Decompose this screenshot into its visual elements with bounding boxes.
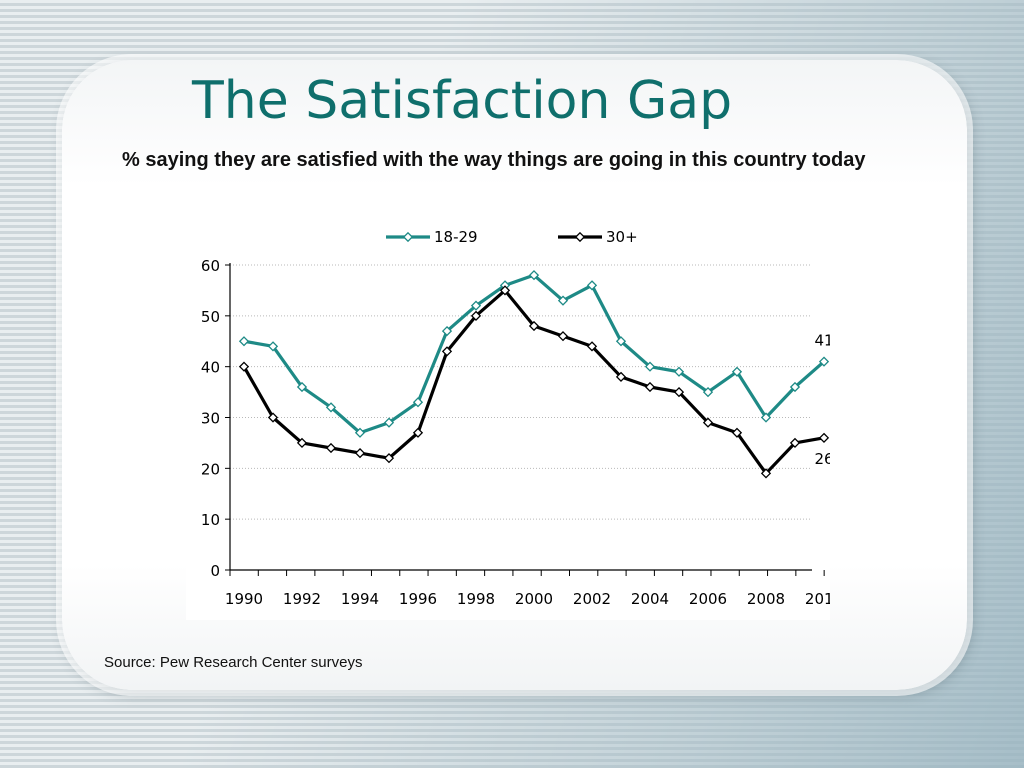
data-point <box>557 331 569 342</box>
x-tick-label: 1990 <box>225 590 263 608</box>
data-point <box>238 336 250 347</box>
x-tick-label: 1996 <box>399 590 437 608</box>
x-tick-label: 1998 <box>457 590 495 608</box>
data-point <box>325 442 337 454</box>
y-tick-label: 30 <box>201 410 220 428</box>
x-tick-label: 2004 <box>631 590 669 608</box>
chart-title: % saying they are satisfied with the way… <box>122 149 866 171</box>
data-point <box>267 341 279 352</box>
data-point <box>731 427 743 438</box>
data-point <box>296 381 308 393</box>
data-point <box>789 437 801 449</box>
data-point <box>818 356 830 367</box>
line-chart: 0 10 20 30 40 50 60 1990 1992 1994 1996 1998 2000 200… <box>201 228 843 608</box>
x-tick-label: 2010 <box>805 590 830 608</box>
data-point <box>412 427 424 438</box>
data-point <box>644 381 656 393</box>
legend-label: 18-29 <box>434 228 478 246</box>
data-point <box>499 285 511 296</box>
data-point <box>760 468 772 479</box>
data-point <box>528 270 540 281</box>
y-tick-label: 20 <box>201 460 220 478</box>
y-tick-label: 0 <box>210 562 220 580</box>
data-point <box>470 300 482 311</box>
data-point <box>441 346 453 357</box>
data-point <box>267 412 279 423</box>
legend-label: 30+ <box>606 228 638 246</box>
data-point <box>586 341 598 352</box>
data-point <box>470 310 482 321</box>
data-point <box>789 381 801 393</box>
slide-title: The Satisfaction Gap <box>192 71 733 131</box>
data-point <box>818 432 830 443</box>
end-label: 41 <box>814 332 830 350</box>
legend-marker <box>402 231 414 243</box>
y-tick-label: 10 <box>201 511 220 529</box>
data-point <box>644 361 656 372</box>
x-tick-label: 2008 <box>747 590 785 608</box>
data-point <box>760 412 772 423</box>
y-tick-label: 60 <box>201 257 220 275</box>
data-point <box>354 427 366 438</box>
data-point <box>354 447 366 459</box>
data-point <box>586 280 598 291</box>
data-point <box>557 295 569 306</box>
data-point <box>383 417 395 428</box>
x-tick-label: 2000 <box>515 590 553 608</box>
data-point <box>673 386 685 398</box>
data-point <box>412 397 424 408</box>
data-point <box>615 371 627 382</box>
data-point <box>325 402 337 413</box>
legend-marker <box>574 231 586 243</box>
data-point <box>702 386 714 398</box>
data-point <box>615 336 627 347</box>
y-tick-label: 40 <box>201 359 220 377</box>
x-tick-label: 2002 <box>573 590 611 608</box>
data-point <box>383 453 395 464</box>
x-tick-label: 1994 <box>341 590 379 608</box>
x-tick-label: 1992 <box>283 590 321 608</box>
data-point <box>441 325 453 337</box>
chart-area: 0 10 20 30 40 50 60 1990 1992 1994 1996 1998 2000 200… <box>186 212 843 620</box>
data-point <box>673 366 685 377</box>
end-label: 26 <box>814 450 830 468</box>
source-note: Source: Pew Research Center surveys <box>104 654 363 671</box>
y-tick-label: 50 <box>201 308 220 326</box>
x-tick-label: 2006 <box>689 590 727 608</box>
data-point <box>296 437 308 449</box>
data-point <box>731 366 743 377</box>
data-point <box>238 361 250 372</box>
data-point <box>528 320 540 332</box>
data-point <box>702 417 714 428</box>
